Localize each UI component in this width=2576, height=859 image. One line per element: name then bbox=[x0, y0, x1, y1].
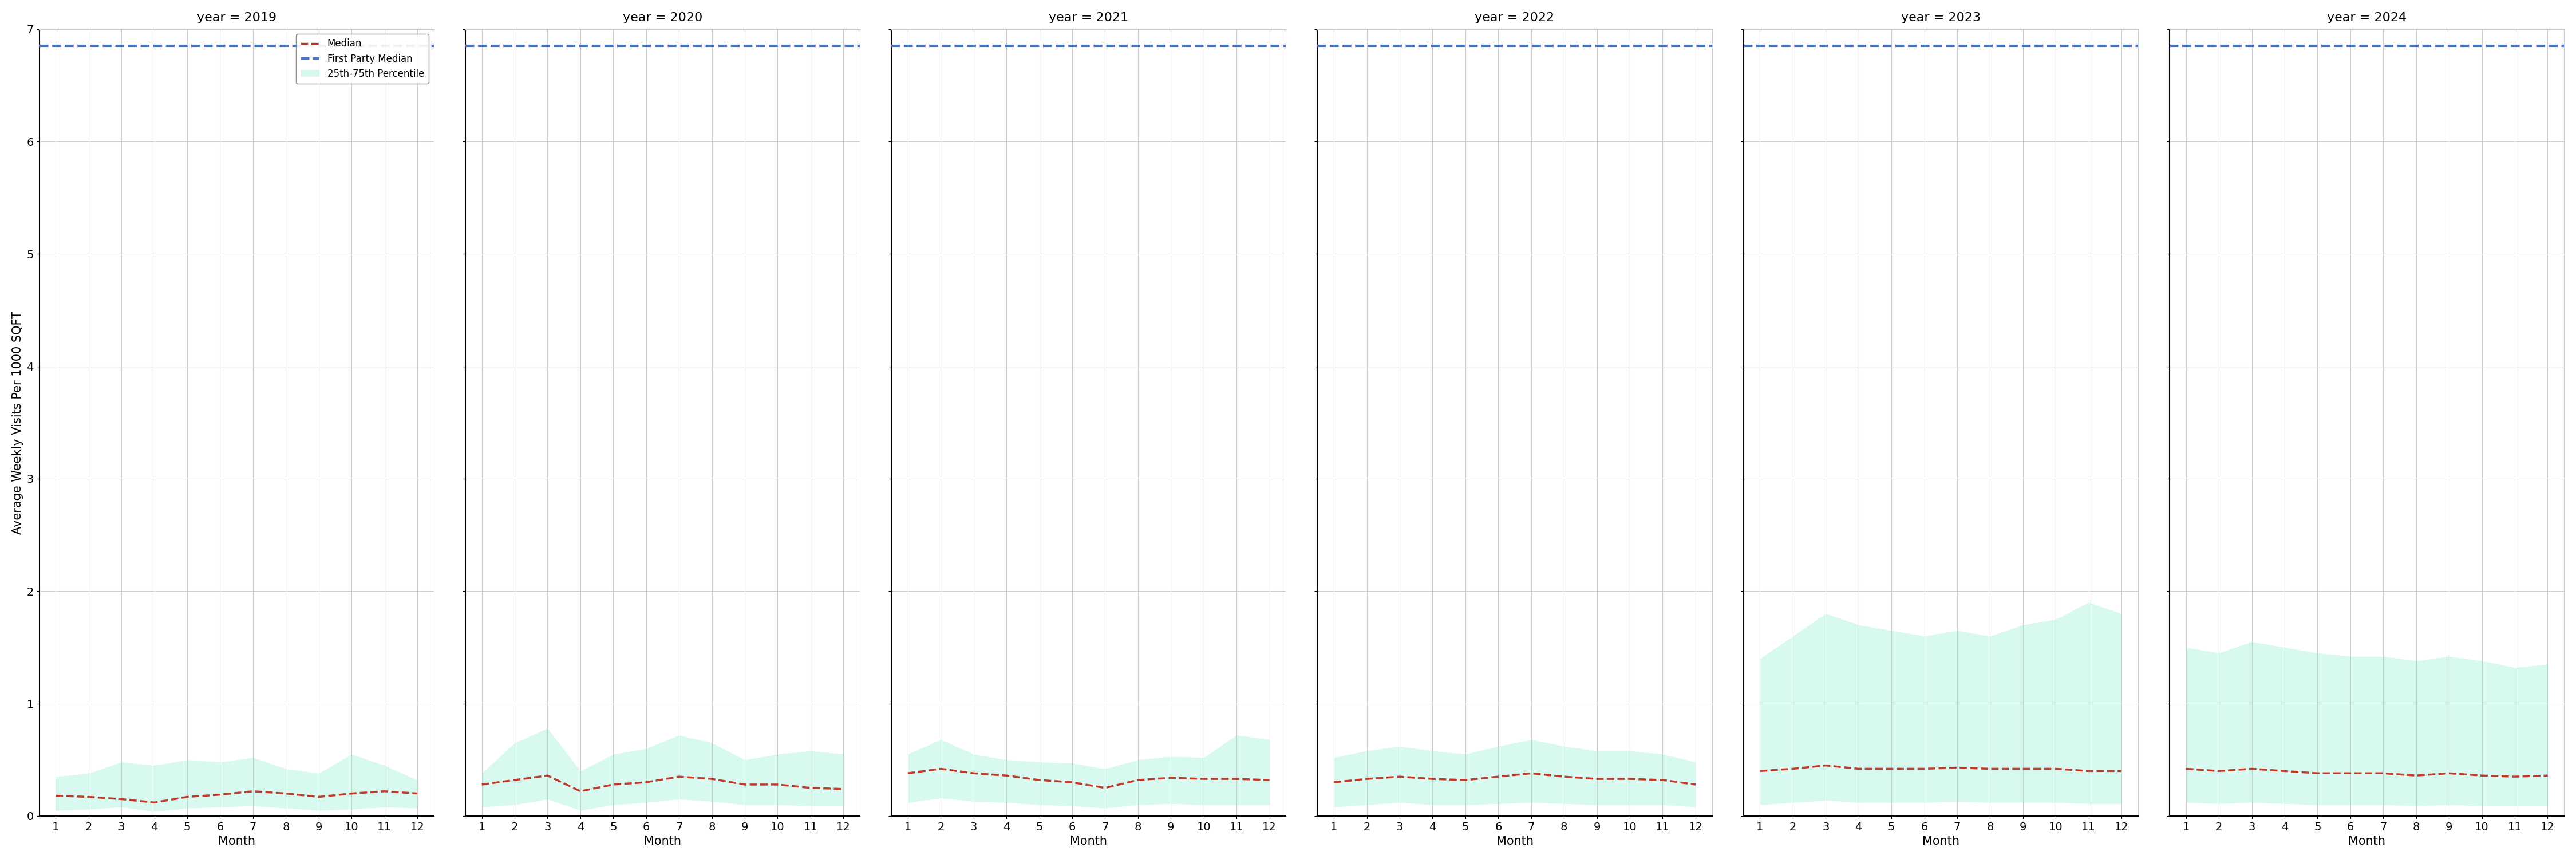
X-axis label: Month: Month bbox=[2349, 836, 2385, 847]
X-axis label: Month: Month bbox=[219, 836, 255, 847]
Legend: Median, First Party Median, 25th-75th Percentile: Median, First Party Median, 25th-75th Pe… bbox=[296, 34, 430, 84]
Title: year = 2022: year = 2022 bbox=[1476, 12, 1553, 23]
X-axis label: Month: Month bbox=[1497, 836, 1533, 847]
X-axis label: Month: Month bbox=[644, 836, 680, 847]
Y-axis label: Average Weekly Visits Per 1000 SQFT: Average Weekly Visits Per 1000 SQFT bbox=[13, 311, 23, 534]
X-axis label: Month: Month bbox=[1069, 836, 1108, 847]
Title: year = 2024: year = 2024 bbox=[2326, 12, 2406, 23]
Title: year = 2023: year = 2023 bbox=[1901, 12, 1981, 23]
Title: year = 2019: year = 2019 bbox=[196, 12, 276, 23]
X-axis label: Month: Month bbox=[1922, 836, 1960, 847]
Title: year = 2020: year = 2020 bbox=[623, 12, 703, 23]
Title: year = 2021: year = 2021 bbox=[1048, 12, 1128, 23]
